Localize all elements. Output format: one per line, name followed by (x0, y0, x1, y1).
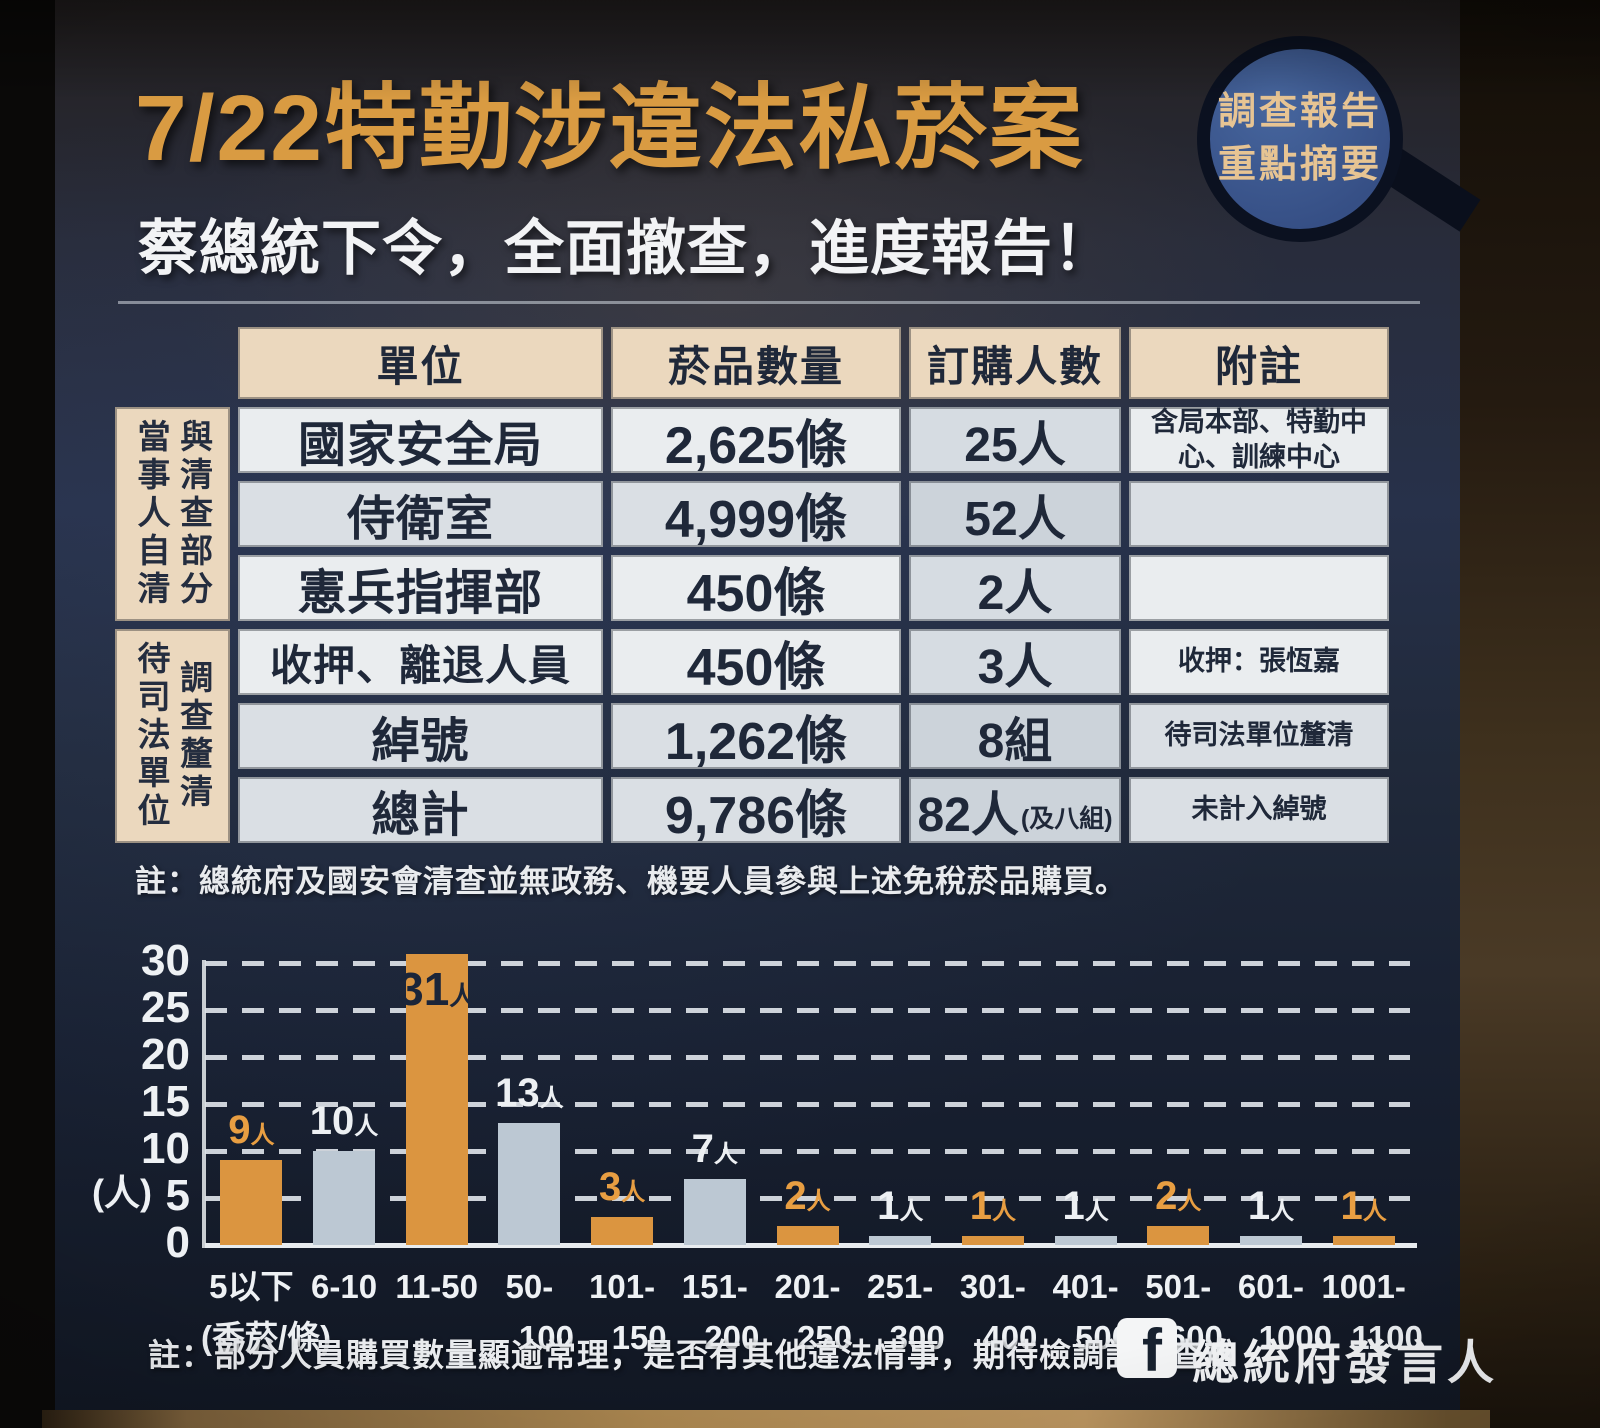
x-tick-label: 50- 100 (505, 1268, 574, 1357)
cell-note (1129, 555, 1389, 621)
cell-quantity: 2,625條 (611, 407, 901, 475)
cell-unit: 綽號 (238, 703, 603, 769)
cell-unit: 總計 (238, 777, 603, 843)
x-tick-label: 6-10 (311, 1268, 378, 1305)
cell-note (1129, 481, 1389, 547)
y-tick-label: 10 (141, 1124, 190, 1173)
bar-value-label: 10人 (309, 1099, 379, 1143)
header-divider (118, 301, 1420, 304)
row-group-label: 與清查部分 當事人自清 (115, 407, 230, 621)
bar (1332, 1236, 1395, 1245)
x-axis-line (205, 1243, 1417, 1248)
table-footnote: 註：總統府及國安會清查並無政務、機要人員參與上述免稅菸品購買。 (135, 864, 1127, 899)
column-header: 菸品數量 (611, 327, 901, 399)
bar-value-label: 7人 (691, 1127, 738, 1171)
bar-value-label: 2人 (784, 1174, 831, 1218)
x-tick-label: 101- 150 (589, 1268, 667, 1357)
bar-value-label: 2人 (1155, 1174, 1202, 1218)
bar-value-label: 1人 (1062, 1184, 1109, 1228)
bar (313, 1151, 376, 1245)
row-group-label-text: 調查釐清 待司法單位 (133, 641, 213, 831)
facebook-icon: f (1117, 1318, 1177, 1378)
x-tick-label: 201- 250 (774, 1268, 853, 1357)
cell-people: 8組 (909, 703, 1121, 769)
column-header: 單位 (238, 327, 603, 399)
y-axis-unit-label: (人) (92, 1172, 152, 1213)
bar (1239, 1236, 1302, 1245)
row-group-label: 調查釐清 待司法單位 (115, 629, 230, 843)
y-tick-label: 0 (165, 1218, 190, 1267)
x-tick-label: 151- 200 (681, 1268, 760, 1357)
row-group-label-text: 與清查部分 當事人自清 (133, 419, 213, 609)
bar (1147, 1226, 1210, 1245)
gridline (205, 961, 1410, 966)
gridline (205, 1149, 1410, 1154)
bar (591, 1217, 654, 1245)
cell-people: 2人 (909, 555, 1121, 621)
facebook-account-label: 總統府發言人 (1192, 1336, 1498, 1389)
y-tick-label: 30 (141, 936, 190, 985)
photo-edge-right (1460, 0, 1600, 1428)
summary-table: 單位 菸品數量 訂購人數 附註與清查部分 當事人自清 調查釐清 待司法單位 國家安全局 2,62… (115, 327, 1389, 845)
gridline (205, 1008, 1410, 1013)
cell-note: 收押：張恆嘉 (1129, 629, 1389, 695)
cell-quantity: 9,786條 (611, 777, 901, 845)
bar (220, 1160, 283, 1245)
page-subtitle: 蔡總統下令，全面撤查，進度報告！ (138, 215, 1114, 282)
cell-people: 82人 (及八組) (909, 777, 1121, 843)
cell-note: 未計入綽號 (1129, 777, 1389, 843)
cell-quantity: 1,262條 (611, 703, 901, 771)
cell-people: 52人 (909, 481, 1121, 547)
bar (776, 1226, 839, 1245)
x-tick-label: 11-50 (395, 1268, 479, 1305)
y-tick-label: 20 (141, 1030, 190, 1079)
page-title: 7/22特勤涉違法私菸案 (135, 76, 1085, 180)
gridline (205, 1196, 1410, 1201)
badge-line2: 重點摘要 (1217, 144, 1382, 186)
bar-value-label: 3人 (598, 1165, 646, 1209)
bar (405, 954, 468, 1245)
y-tick-label: 25 (141, 983, 190, 1032)
bar-value-label: 1人 (1247, 1184, 1295, 1228)
badge-line1: 調查報告 (1217, 90, 1382, 133)
y-tick-label: 15 (141, 1077, 190, 1126)
bar-value-label: 31人 (398, 963, 476, 1015)
bar-value-label: 1人 (1340, 1184, 1387, 1228)
facebook-f-glyph: f (1142, 1318, 1162, 1378)
cell-quantity: 4,999條 (611, 481, 901, 549)
bar-value-label: 9人 (228, 1108, 275, 1152)
bar-value-label: 1人 (969, 1184, 1016, 1228)
bar (498, 1123, 561, 1245)
bar (961, 1236, 1024, 1245)
footer-note: 註：部分人員購買數量顯逾常理，是否有其他違法情事，期待檢調詳予查辦 (148, 1337, 1238, 1373)
screen-bezel-strip (42, 1410, 1490, 1428)
bar (683, 1179, 746, 1245)
cell-unit: 國家安全局 (238, 407, 603, 473)
x-tick-label: 301- 400 (959, 1268, 1038, 1357)
cell-people: 25人 (909, 407, 1121, 473)
cell-quantity: 450條 (611, 629, 901, 697)
x-tick-label: 251- 300 (867, 1268, 945, 1357)
column-header: 訂購人數 (909, 327, 1121, 399)
cell-people: 3人 (909, 629, 1121, 695)
cell-note: 含局本部、特勤中心、訓練中心 (1129, 407, 1389, 473)
cell-quantity: 450條 (611, 555, 901, 623)
cell-unit: 侍衛室 (238, 481, 603, 547)
gridline (205, 1102, 1410, 1107)
gridline (205, 1055, 1410, 1060)
bar (1054, 1236, 1117, 1245)
magnifier-badge-icon: 調查報告 重點摘要 (1197, 36, 1403, 242)
cell-unit: 收押、離退人員 (238, 629, 603, 695)
column-header: 附註 (1129, 327, 1389, 399)
bar-value-label: 13人 (495, 1071, 564, 1115)
y-tick-label: 5 (165, 1171, 190, 1220)
bar-value-label: 1人 (877, 1184, 924, 1228)
cell-unit: 憲兵指揮部 (238, 555, 603, 621)
cell-note: 待司法單位釐清 (1129, 703, 1389, 769)
bar (869, 1236, 932, 1245)
y-axis-line (202, 960, 206, 1248)
chart: (人) 0 5 10 15 20 25 30 9人 5以下 (香菸/條) 10人 6-10 31人 11-… (90, 930, 1490, 1410)
